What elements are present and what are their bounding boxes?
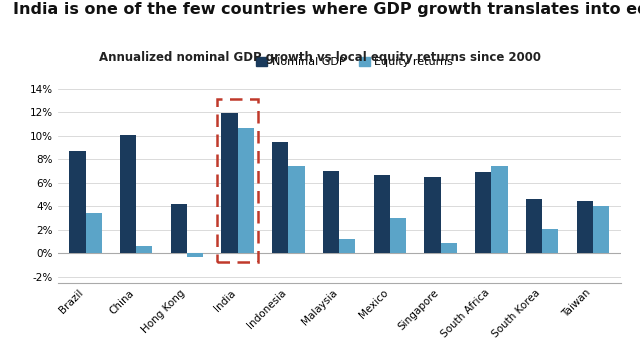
Bar <box>237 128 254 254</box>
Bar <box>171 204 187 254</box>
Bar <box>424 177 441 254</box>
Bar <box>289 166 305 254</box>
Bar <box>475 172 492 254</box>
Bar <box>542 229 558 254</box>
Bar <box>86 214 102 254</box>
Bar <box>374 175 390 254</box>
Bar <box>136 246 152 254</box>
Bar <box>187 254 204 257</box>
Bar <box>492 166 508 254</box>
Text: Annualized nominal GDP growth vs local equity returns since 2000: Annualized nominal GDP growth vs local e… <box>99 51 541 64</box>
Bar <box>221 114 237 254</box>
Bar <box>339 239 355 254</box>
Bar <box>272 142 289 254</box>
Bar <box>323 171 339 254</box>
Legend: Nominal GDP, Equity returns: Nominal GDP, Equity returns <box>252 52 458 72</box>
Bar <box>120 135 136 254</box>
Bar <box>526 199 542 254</box>
Bar <box>577 200 593 254</box>
Text: India is one of the few countries where GDP growth translates into equity return: India is one of the few countries where … <box>13 2 640 17</box>
Bar <box>390 218 406 254</box>
Bar <box>69 151 86 254</box>
Bar <box>441 243 457 254</box>
Bar <box>593 206 609 254</box>
